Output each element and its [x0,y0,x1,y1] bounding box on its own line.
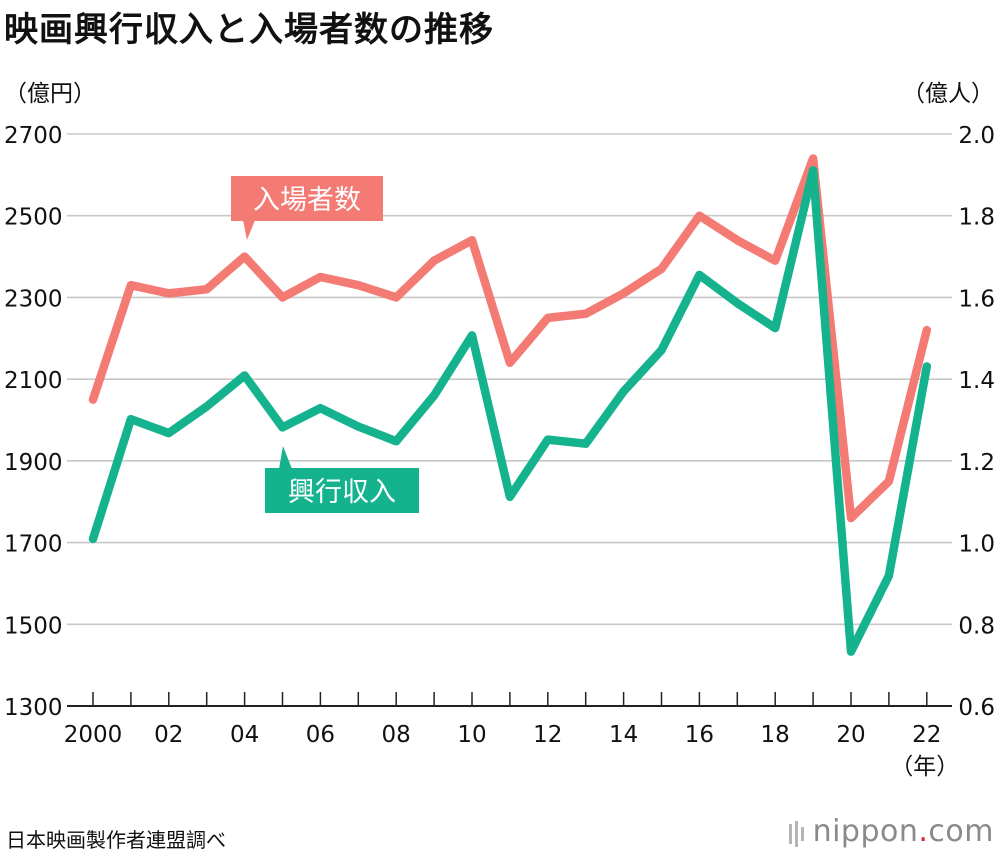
revenue-callout-box [265,468,419,513]
right-tick-label: 0.6 [958,695,995,721]
admissions-callout-pointer [243,220,255,240]
left-tick-label: 2700 [4,123,63,149]
admissions-callout-box [231,176,383,221]
brand-dot: . [918,814,929,849]
left-tick-label: 2100 [4,368,63,394]
x-tick-label: 20 [836,722,865,748]
left-tick-label: 2300 [4,286,63,312]
x-tick-label: 18 [761,722,790,748]
x-tick-label: 04 [230,722,259,748]
source-note: 日本映画製作者連盟調べ [6,828,226,852]
x-tick-label: 08 [382,722,411,748]
chart-title: 映画興行収入と入場者数の推移 [4,10,494,50]
right-tick-label: 1.4 [958,368,995,394]
x-tick-label: 10 [457,722,486,748]
x-tick-label: 12 [533,722,562,748]
brand-logo[interactable]: nippon.com [788,814,994,850]
series-line-revenue [88,166,932,656]
brand-tld: com [928,814,994,849]
x-tick-label: 16 [685,722,714,748]
right-tick-label: 1.2 [958,450,995,476]
left-axis-unit: （億円） [4,81,96,107]
left-tick-label: 1700 [4,532,63,558]
x-tick-label: 02 [154,722,183,748]
series-line-admissions [88,154,932,523]
revenue-callout-label: 興行収入 [288,477,396,508]
x-tick-label: 2000 [64,722,123,748]
left-tick-label: 1500 [4,613,63,639]
x-tick-label: 22 [912,722,941,748]
right-tick-label: 1.8 [958,205,995,231]
x-axis-label: （年） [890,754,959,780]
right-axis-ticks: 0.6 0.8 1.0 1.2 1.4 1.6 1.8 2.0 [958,123,995,721]
left-axis-ticks: 1300 1500 1700 1900 2100 2300 2500 2700 [4,123,63,721]
line-chart: 1300 1500 1700 1900 2100 2300 2500 2700 0.6 0.8 1… [4,123,995,780]
left-tick-label: 1300 [4,695,63,721]
admissions-callout-label: 入場者数 [253,185,361,216]
left-tick-label: 1900 [4,450,63,476]
nippon-bars-icon [788,815,807,850]
series-layer [88,154,932,656]
revenue-callout-pointer [279,446,292,469]
x-tick-label: 14 [609,722,638,748]
grid-lines [67,133,952,707]
right-tick-label: 0.8 [958,613,995,639]
x-axis: 2000 02 04 06 08 10 12 14 16 18 20 22 （年） [64,692,959,780]
right-tick-label: 2.0 [958,123,995,149]
right-tick-label: 1.6 [958,286,995,312]
right-tick-label: 1.0 [958,532,995,558]
right-axis-unit: （億人） [902,81,994,107]
brand-name: nippon [812,814,919,849]
x-tick-label: 06 [306,722,335,748]
left-tick-label: 2500 [4,205,63,231]
